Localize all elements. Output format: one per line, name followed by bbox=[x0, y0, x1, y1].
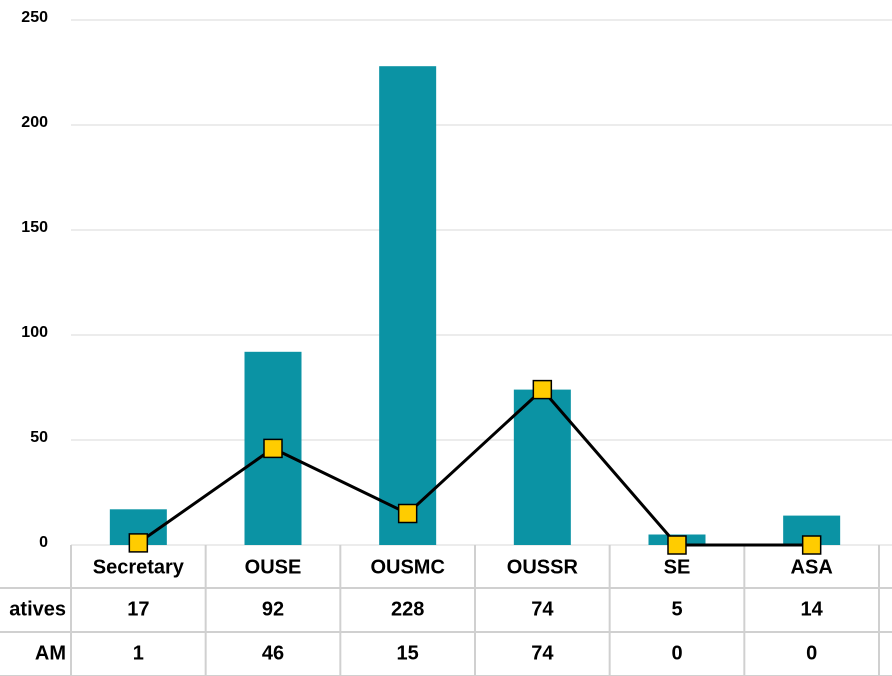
bar bbox=[379, 66, 437, 545]
table-value: 46 bbox=[262, 642, 284, 664]
category-label: SE bbox=[664, 556, 691, 578]
table-value: 228 bbox=[391, 598, 424, 620]
table-value: 15 bbox=[397, 642, 419, 664]
table-value: 74 bbox=[531, 642, 554, 664]
line bbox=[137, 387, 812, 547]
marker bbox=[397, 503, 418, 524]
table-value: 5 bbox=[671, 598, 682, 620]
category-label: Secretary bbox=[93, 556, 185, 578]
category-label: OUSMC bbox=[370, 556, 444, 578]
marker bbox=[801, 535, 822, 555]
table-value: 17 bbox=[127, 598, 149, 620]
table-value: 0 bbox=[671, 642, 682, 664]
legend-label: AM bbox=[35, 642, 66, 664]
table-value: 92 bbox=[262, 598, 284, 620]
y-tick-label: 200 bbox=[21, 114, 48, 131]
y-tick-label: 250 bbox=[21, 9, 48, 26]
category-label: OUSE bbox=[245, 556, 302, 578]
table-value: 0 bbox=[806, 642, 817, 664]
y-tick-label: 100 bbox=[21, 324, 48, 341]
y-tick-label: 150 bbox=[21, 219, 48, 236]
table-value: 14 bbox=[801, 598, 824, 620]
category-label: ASA bbox=[791, 556, 833, 578]
marker bbox=[532, 379, 553, 400]
marker bbox=[667, 535, 687, 555]
category-label: OUSSR bbox=[507, 556, 579, 578]
marker bbox=[263, 438, 283, 459]
bar bbox=[513, 389, 571, 545]
table-value: 74 bbox=[531, 598, 554, 620]
y-tick-label: 50 bbox=[30, 429, 48, 446]
marker bbox=[128, 533, 149, 553]
table-value: 1 bbox=[133, 642, 144, 664]
y-tick-label: 0 bbox=[39, 534, 48, 551]
legend-label: atives bbox=[9, 598, 66, 620]
